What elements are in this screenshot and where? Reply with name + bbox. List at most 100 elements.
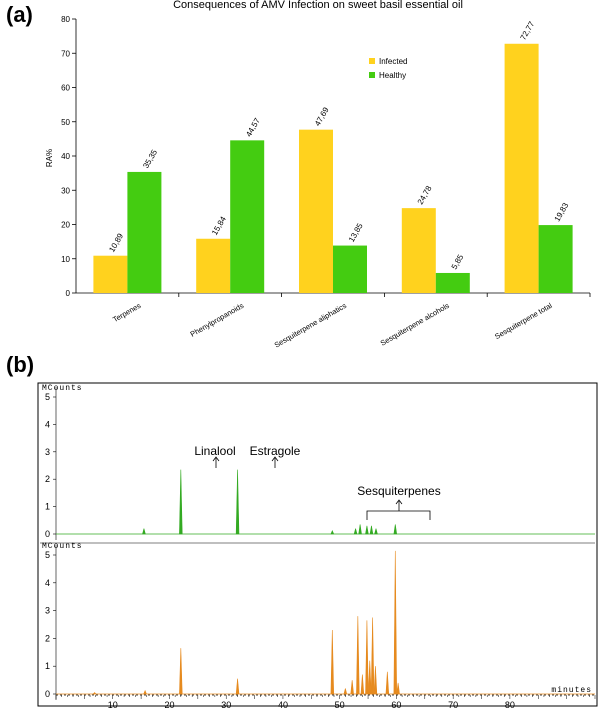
peak <box>142 528 146 535</box>
peak <box>179 648 183 695</box>
bar-infected <box>299 129 333 293</box>
peak <box>374 528 378 535</box>
bar-infected <box>196 238 231 293</box>
y-tick-label: 3 <box>45 447 50 457</box>
peak <box>369 525 374 535</box>
data-label: 72,77 <box>519 19 537 41</box>
data-label: 10,89 <box>107 231 125 253</box>
annotation-sesquiterpenes: Sesquiterpenes <box>357 484 440 498</box>
arrowhead-sesquiterpenes <box>395 499 403 505</box>
peak <box>373 666 378 695</box>
peak <box>365 620 369 695</box>
x-tick-label: 20 <box>164 700 174 710</box>
bar-healthy <box>230 140 265 293</box>
legend-swatch <box>369 72 375 78</box>
x-tick-label: 30 <box>221 700 231 710</box>
y-tick-label: 0 <box>66 289 71 298</box>
category-label: Sesquiterpene total <box>493 301 554 341</box>
peak <box>396 682 400 695</box>
category-label: Phenylpropanoids <box>189 301 246 339</box>
x-tick-label: 10 <box>108 700 118 710</box>
data-label: 35,35 <box>141 148 159 170</box>
y-tick-label: 0 <box>45 689 50 699</box>
y-tick-label: 4 <box>45 419 50 429</box>
x-tick-label: 40 <box>278 700 288 710</box>
category-label: Terpenes <box>111 301 142 324</box>
y-tick-label: 1 <box>45 502 50 512</box>
x-tick-label: 60 <box>391 700 401 710</box>
y-axis-label: MCounts <box>42 542 83 551</box>
legend-label: Infected <box>379 57 407 66</box>
y-tick-label: 0 <box>45 529 50 539</box>
data-label: 13,85 <box>347 221 365 243</box>
y-tick-label: 50 <box>61 118 70 127</box>
peak <box>356 616 360 695</box>
peak <box>343 688 348 695</box>
peak <box>235 469 240 535</box>
peak <box>370 617 375 695</box>
bar-healthy <box>538 225 573 293</box>
panel-a-label: (a) <box>6 2 33 27</box>
data-label: 19,83 <box>553 201 571 223</box>
y-tick-label: 1 <box>45 661 50 671</box>
bar-infected <box>504 43 539 293</box>
peak <box>360 674 365 695</box>
peak <box>330 529 335 535</box>
peak <box>179 469 183 535</box>
data-label: 44,57 <box>244 116 262 138</box>
peak <box>235 678 240 695</box>
peak <box>353 528 358 535</box>
y-tick-label: 80 <box>61 15 70 24</box>
bar-healthy <box>435 272 470 293</box>
y-axis-label: MCounts <box>42 384 83 393</box>
y-tick-label: 4 <box>45 578 50 588</box>
y-tick-label: 3 <box>45 606 50 616</box>
peak <box>365 525 369 535</box>
bar-healthy <box>127 171 162 293</box>
bracket-sesquiterpenes <box>366 510 431 520</box>
y-tick-label: 70 <box>61 49 70 58</box>
y-tick-label: 2 <box>45 474 50 484</box>
x-axis-label: minutes <box>551 686 592 695</box>
bar-infected <box>401 208 436 293</box>
peak <box>358 524 362 535</box>
data-label: 24,78 <box>416 184 434 206</box>
bar-chart: 0 10 20 30 40 50 60 70 80 RA% 10,89 35,35 Terpenes 15… <box>45 15 591 350</box>
x-tick-label: 50 <box>335 700 345 710</box>
peak <box>92 692 97 695</box>
y-tick-label: 30 <box>61 186 70 195</box>
y-tick-label: 40 <box>61 152 70 161</box>
annotation-estragole: Estragole <box>250 444 301 458</box>
data-label: 15,84 <box>210 214 228 236</box>
arrowhead-linalool <box>212 456 220 462</box>
x-tick-label: 70 <box>448 700 458 710</box>
arrowhead-estragole <box>271 456 279 462</box>
y-tick-label: 20 <box>61 221 70 230</box>
chromatogram-frame <box>37 382 598 707</box>
peak <box>143 689 147 695</box>
panel-b-label: (b) <box>6 352 34 377</box>
annotation-linalool: Linalool <box>194 444 235 458</box>
legend-swatch <box>369 58 375 64</box>
annotation-arrows <box>212 456 431 520</box>
y-tick-label: 5 <box>45 392 50 402</box>
bar-infected <box>93 255 128 293</box>
y-axis-label: RA% <box>45 149 54 167</box>
category-label: Sesquiterpene aliphatics <box>273 301 348 350</box>
bar-healthy <box>333 245 367 293</box>
y-tick-label: 60 <box>61 84 70 93</box>
y-tick-label: 2 <box>45 633 50 643</box>
category-label: Sesquiterpene alcohols <box>379 301 451 348</box>
peak <box>350 680 354 695</box>
chart-title: Consequences of AMV Infection on sweet b… <box>173 0 463 11</box>
peak <box>393 550 397 695</box>
y-tick-label: 10 <box>61 255 70 264</box>
x-tick-label: 80 <box>505 700 515 710</box>
legend-label: Healthy <box>379 71 406 80</box>
peak <box>393 524 398 535</box>
data-label: 47,69 <box>313 105 331 127</box>
peak <box>368 660 372 695</box>
